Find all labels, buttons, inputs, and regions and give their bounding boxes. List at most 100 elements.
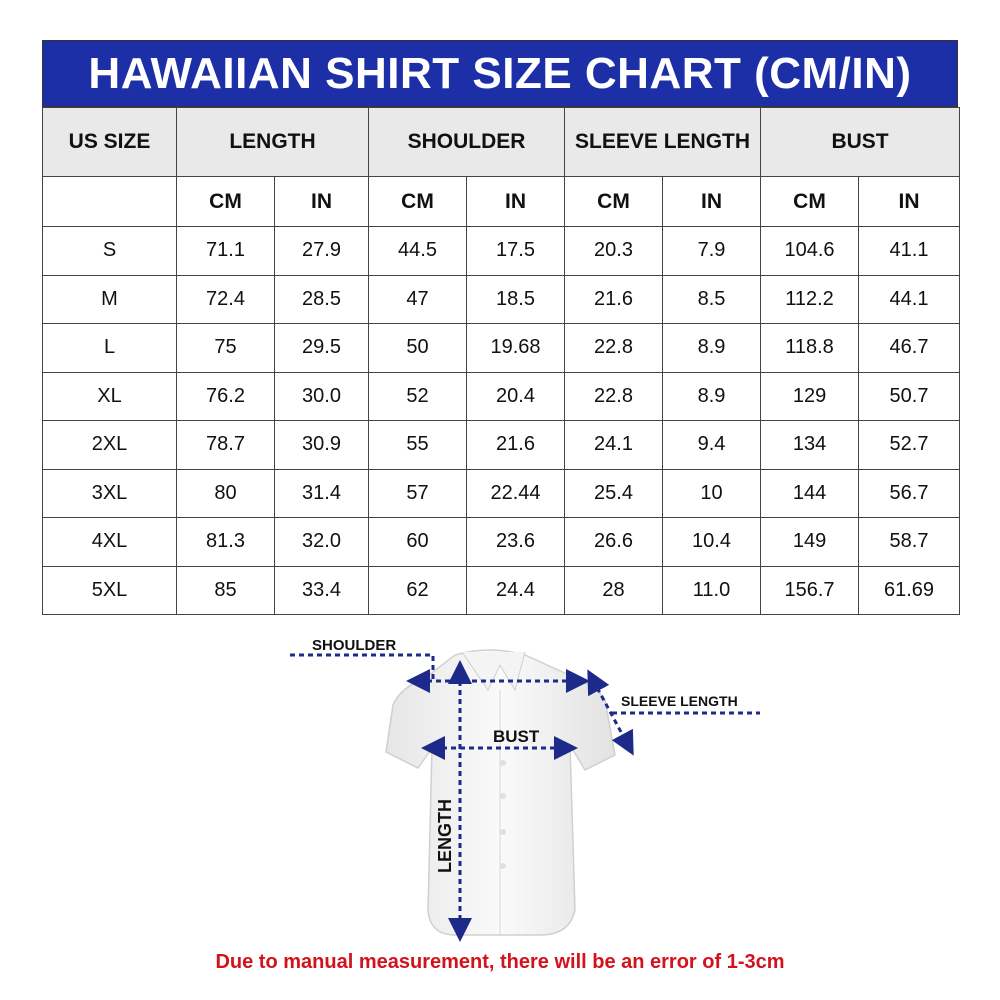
value-cell: 55 [368,420,468,470]
table-row: 5XL 85 33.4 62 24.4 28 11.0 156.7 61.69 [42,565,961,615]
value-cell: 20.4 [466,371,566,421]
value-cell: 17.5 [466,226,566,276]
value-cell: 22.44 [466,468,566,518]
value-cell: 8.5 [662,274,762,324]
unit-cell: IN [858,176,961,227]
chart-title: HAWAIIAN SHIRT SIZE CHART (CM/IN) [42,40,958,107]
value-cell: 20.3 [564,226,664,276]
header-us-size: US SIZE [42,107,177,177]
value-cell: 41.1 [858,226,961,276]
value-cell: 22.8 [564,323,664,373]
value-cell: 44.5 [368,226,468,276]
value-cell: 19.68 [466,323,566,373]
size-cell: 4XL [42,517,177,567]
unit-row: CM IN CM IN CM IN CM IN [42,176,961,227]
unit-cell: CM [176,176,275,227]
value-cell: 112.2 [760,274,860,324]
value-cell: 28.5 [273,274,370,324]
value-cell: 46.7 [858,323,961,373]
length-label: LENGTH [435,799,455,873]
value-cell: 25.4 [564,468,664,518]
value-cell: 30.0 [273,371,370,421]
size-cell: XL [42,371,177,421]
value-cell: 26.6 [564,517,664,567]
size-cell: L [42,323,177,373]
size-cell: M [42,274,177,324]
value-cell: 8.9 [662,371,762,421]
unit-cell: CM [368,176,468,227]
value-cell: 62 [368,565,468,615]
bust-label: BUST [493,727,540,746]
value-cell: 134 [760,420,860,470]
value-cell: 129 [760,371,860,421]
shirt-icon [385,649,616,936]
table-row: S 71.1 27.9 44.5 17.5 20.3 7.9 104.6 41.1 [42,226,961,276]
table-row: L 75 29.5 50 19.68 22.8 8.9 118.8 46.7 [42,323,961,373]
value-cell: 144 [760,468,860,518]
value-cell: 30.9 [273,420,370,470]
value-cell: 80 [176,468,275,518]
value-cell: 28 [564,565,664,615]
header-row: US SIZE LENGTH SHOULDER SLEEVE LENGTH BU… [42,107,961,177]
value-cell: 10.4 [662,517,762,567]
value-cell: 32.0 [273,517,370,567]
size-cell: 5XL [42,565,177,615]
value-cell: 75 [176,323,275,373]
value-cell: 44.1 [858,274,961,324]
unit-cell: IN [273,176,370,227]
unit-cell: CM [564,176,664,227]
table-row: M 72.4 28.5 47 18.5 21.6 8.5 112.2 44.1 [42,274,961,324]
table-row: 4XL 81.3 32.0 60 23.6 26.6 10.4 149 58.7 [42,517,961,567]
header-length: LENGTH [175,107,370,177]
value-cell: 50.7 [858,371,961,421]
table-row: 2XL 78.7 30.9 55 21.6 24.1 9.4 134 52.7 [42,420,961,470]
table-row: 3XL 80 31.4 57 22.44 25.4 10 144 56.7 [42,468,961,518]
shirt-diagram: SHOULDER SLEEVE LENGTH BUST LENGTH [290,637,760,942]
value-cell: 21.6 [466,420,566,470]
value-cell: 52.7 [858,420,961,470]
value-cell: 7.9 [662,226,762,276]
sleeve-length-label: SLEEVE LENGTH [621,693,738,709]
value-cell: 52 [368,371,468,421]
header-sleeve-length: SLEEVE LENGTH [564,107,762,177]
value-cell: 71.1 [176,226,275,276]
size-table: US SIZE LENGTH SHOULDER SLEEVE LENGTH BU… [42,107,961,615]
unit-cell: CM [760,176,860,227]
unit-cell: IN [662,176,762,227]
value-cell: 56.7 [858,468,961,518]
size-cell: 3XL [42,468,177,518]
value-cell: 22.8 [564,371,664,421]
value-cell: 24.4 [466,565,566,615]
unit-blank [42,176,177,227]
shoulder-leader-line [290,653,435,681]
header-bust: BUST [760,107,961,177]
value-cell: 31.4 [273,468,370,518]
value-cell: 23.6 [466,517,566,567]
value-cell: 76.2 [176,371,275,421]
value-cell: 10 [662,468,762,518]
value-cell: 104.6 [760,226,860,276]
value-cell: 78.7 [176,420,275,470]
value-cell: 29.5 [273,323,370,373]
value-cell: 85 [176,565,275,615]
value-cell: 47 [368,274,468,324]
value-cell: 61.69 [858,565,961,615]
value-cell: 50 [368,323,468,373]
value-cell: 60 [368,517,468,567]
size-cell: 2XL [42,420,177,470]
size-cell: S [42,226,177,276]
measurement-note: Due to manual measurement, there will be… [215,951,785,973]
value-cell: 72.4 [176,274,275,324]
value-cell: 57 [368,468,468,518]
value-cell: 24.1 [564,420,664,470]
value-cell: 11.0 [662,565,762,615]
header-shoulder: SHOULDER [368,107,566,177]
value-cell: 8.9 [662,323,762,373]
sleeve-arrow [587,669,634,756]
value-cell: 118.8 [760,323,860,373]
unit-cell: IN [466,176,566,227]
value-cell: 81.3 [176,517,275,567]
shoulder-label: SHOULDER [312,637,396,654]
value-cell: 33.4 [273,565,370,615]
value-cell: 149 [760,517,860,567]
